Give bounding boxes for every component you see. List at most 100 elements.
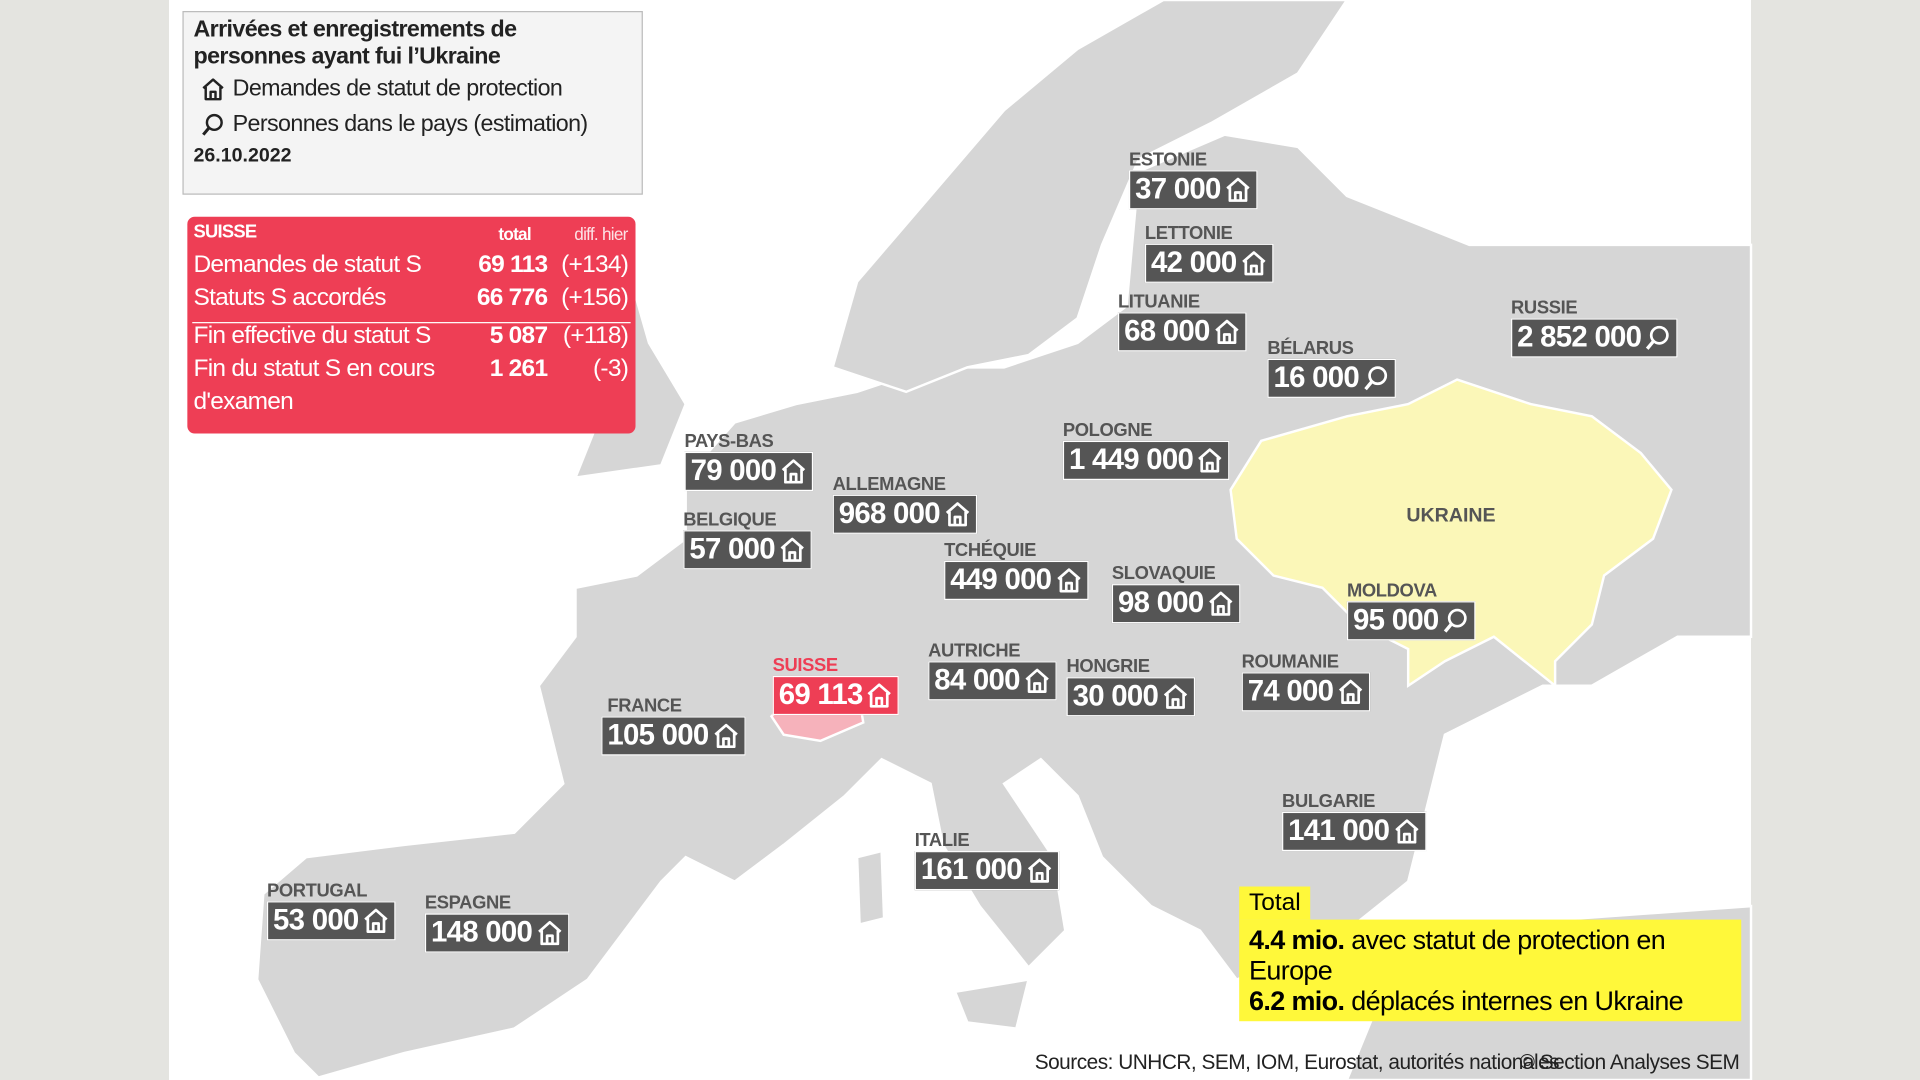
country-label: HONGRIE 30 000 — [1066, 656, 1195, 717]
house-icon — [713, 723, 738, 749]
search-icon — [1646, 325, 1670, 350]
row-diff: (+118) — [562, 322, 629, 349]
country-value: 148 000 — [431, 915, 533, 949]
country-label: SLOVAQUIE 98 000 — [1111, 563, 1241, 624]
country-label: MOLDOVA 95 000 — [1346, 580, 1476, 641]
country-value: 161 000 — [920, 853, 1023, 887]
country-label: LETTONIE 42 000 — [1144, 222, 1274, 283]
country-value: 57 000 — [689, 532, 775, 566]
ukraine-label: UKRAINE — [1406, 505, 1495, 527]
country-value: 69 113 — [778, 678, 864, 712]
value-box: 98 000 — [1111, 584, 1241, 624]
country-name: ITALIE — [914, 830, 970, 852]
country-name: BULGARIE — [1282, 791, 1376, 812]
row-diff: (+156) — [561, 284, 629, 312]
row-label: Statuts S accordés — [193, 284, 386, 312]
country-label: AUTRICHE 84 000 — [928, 640, 1057, 701]
country-value: 449 000 — [950, 563, 1052, 597]
row-label: Fin du statut S en cours d'examen — [193, 355, 435, 416]
total-lines: 4.4 mio. avec statut de protection en Eu… — [1239, 919, 1742, 1022]
total-text: déplacés internes en Ukraine — [1351, 985, 1684, 1017]
total-title: Total — [1239, 886, 1311, 920]
total-line: 4.4 mio. avec statut de protection en Eu… — [1249, 924, 1731, 985]
house-icon — [945, 502, 969, 527]
value-box: 69 113 — [772, 675, 900, 716]
row-total: 69 113 — [478, 251, 548, 278]
row-total: 66 776 — [476, 284, 548, 312]
sources: Sources: UNHCR, SEM, IOM, Eurostat, auto… — [1034, 1050, 1560, 1074]
value-box: 53 000 — [266, 901, 396, 941]
country-label: ALLEMAGNE 968 000 — [832, 473, 977, 534]
value-box: 74 000 — [1241, 672, 1370, 712]
value-box: 141 000 — [1282, 811, 1426, 852]
house-icon — [1056, 568, 1081, 593]
country-name: PORTUGAL — [266, 880, 368, 902]
country-value: 79 000 — [690, 454, 777, 488]
value-box: 30 000 — [1066, 677, 1195, 717]
country-label: ESPAGNE 148 000 — [424, 892, 569, 953]
scandinavia — [831, 0, 1349, 394]
country-label: PAYS-BAS 79 000 — [684, 431, 813, 492]
country-label: ROUMANIE 74 000 — [1241, 651, 1370, 712]
sicily — [953, 978, 1031, 1030]
country-name: HONGRIE — [1066, 656, 1151, 678]
house-icon — [1208, 591, 1233, 616]
country-label: BÉLARUS 16 000 — [1267, 338, 1396, 398]
house-icon — [780, 537, 804, 562]
country-name: PAYS-BAS — [684, 431, 774, 452]
country-label: RUSSIE 2 852 000 — [1511, 297, 1679, 358]
column-header: diff. hier — [574, 224, 628, 244]
value-box: 95 000 — [1346, 601, 1476, 641]
value-box: 2 852 000 — [1511, 318, 1679, 358]
total-value: 4.4 mio. — [1248, 924, 1345, 956]
country-name: SLOVAQUIE — [1111, 563, 1216, 585]
country-label: FRANCE 105 000 — [601, 696, 746, 756]
country-value: 968 000 — [838, 497, 941, 531]
house-icon — [1241, 251, 1266, 276]
country-name: RUSSIE — [1511, 297, 1578, 319]
country-name: LITUANIE — [1117, 291, 1200, 313]
house-icon — [781, 459, 805, 484]
legend: Arrivées et enregistrements de personnes… — [182, 11, 643, 195]
house-icon — [1163, 684, 1187, 709]
sardinia — [855, 849, 886, 927]
copyright: © Section Analyses SEM — [1519, 1050, 1740, 1074]
value-box: 968 000 — [832, 494, 977, 534]
country-value: 2 852 000 — [1517, 320, 1642, 354]
value-box: 148 000 — [424, 913, 569, 953]
row-total: 5 087 — [489, 322, 548, 349]
country-value: 37 000 — [1135, 172, 1221, 206]
row-diff: (+134) — [561, 251, 629, 278]
country-name: MOLDOVA — [1346, 580, 1437, 602]
country-name: ESPAGNE — [424, 892, 511, 914]
column-header: total — [498, 224, 531, 244]
country-name: AUTRICHE — [928, 640, 1021, 662]
value-box: 57 000 — [683, 530, 812, 570]
legend-item: Demandes de statut de protection — [193, 71, 631, 107]
country-value: 1 449 000 — [1068, 443, 1194, 477]
country-name: LETTONIE — [1144, 222, 1233, 244]
country-label: BELGIQUE 57 000 — [683, 509, 812, 570]
value-box: 79 000 — [684, 451, 813, 492]
country-label: ESTONIE 37 000 — [1128, 149, 1258, 210]
country-name: POLOGNE — [1062, 420, 1153, 441]
legend-label: Demandes de statut de protection — [232, 75, 563, 102]
country-value: 53 000 — [273, 903, 359, 937]
row-diff: (-3) — [592, 355, 629, 383]
legend-date: 26.10.2022 — [193, 145, 292, 167]
total-line: 6.2 mio. déplacés internes en Ukraine — [1249, 986, 1731, 1017]
legend-label: Personnes dans le pays (estimation) — [232, 111, 589, 138]
total-text: avec statut de protection en Europe — [1248, 924, 1666, 986]
house-icon — [1198, 448, 1222, 473]
value-box: 37 000 — [1128, 170, 1258, 210]
legend-title: Arrivées et enregistrements de — [193, 17, 517, 43]
legend-item: Personnes dans le pays (estimation) — [193, 107, 631, 143]
house-icon — [1215, 319, 1239, 344]
country-name: SUISSE — [772, 655, 839, 676]
country-label: POLOGNE 1 449 000 — [1062, 420, 1230, 480]
country-name: TCHÉQUIE — [944, 540, 1037, 561]
country-name: ALLEMAGNE — [832, 473, 946, 495]
country-label: PORTUGAL 53 000 — [266, 880, 396, 941]
country-value: 84 000 — [934, 663, 1020, 697]
